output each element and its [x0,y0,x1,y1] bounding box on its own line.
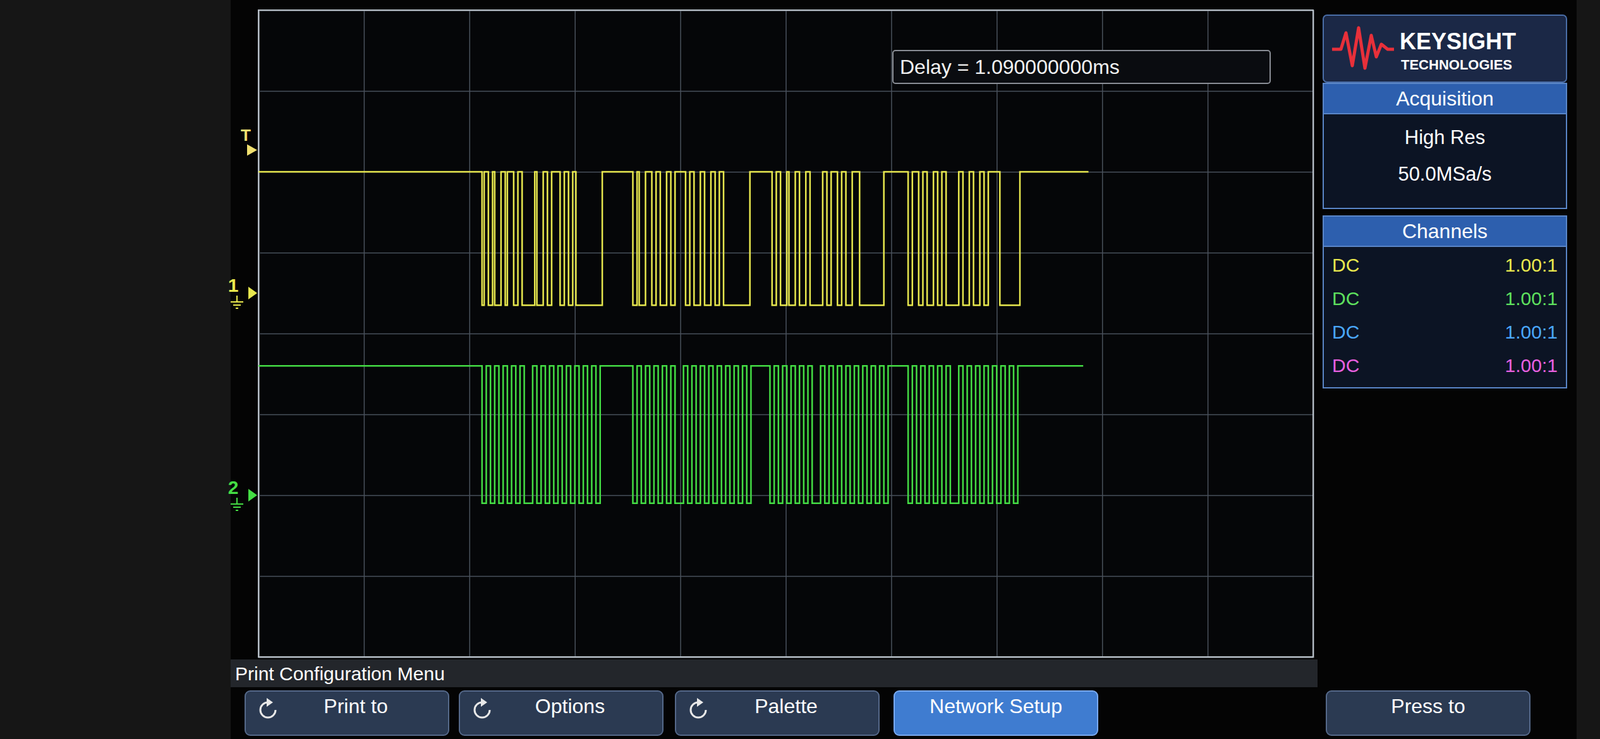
logo-box [1323,15,1567,83]
acquisition-header [1323,83,1567,114]
channel-probe: 1.00:1 [1505,321,1558,343]
channels-box [1323,246,1567,388]
softkey-label: Press to [1390,695,1465,718]
softkey-label: Print to [323,695,388,718]
channel-marker: 1 [228,274,258,309]
channel-label: 1 [228,274,239,296]
softkey [894,691,1098,736]
channel-probe: 1.00:1 [1505,254,1558,276]
brand: KEYSIGHT [1399,28,1516,55]
softkey-icon-head [480,698,488,708]
y-tick [258,414,1314,416]
y-grid-line [258,333,1314,335]
channel-coupling: DC [1332,321,1360,343]
plot-frame [258,10,1314,658]
softkey-label: Palette [754,695,818,718]
y-tick [258,252,1314,254]
y-tick [258,90,1314,92]
x-axis [259,10,1314,658]
softkey-label: Network Setup [929,695,1063,718]
y-tick [258,495,1314,497]
y-axis-line [259,10,1314,658]
side-panel: KEYSIGHTTECHNOLOGIES Acquisition High Res 5… [1323,15,1567,388]
trace-1 [258,171,1089,306]
ground-arrow [248,489,258,502]
traces [258,171,1089,504]
softkey [245,691,449,736]
softkey-icon-head [266,698,273,708]
channels-title: Channels [1402,219,1488,243]
y-tick [258,576,1314,577]
delay-text: Delay = 1.090000000ms [899,55,1120,79]
x-axis-line [259,10,1314,658]
delay-box: Delay = 1.090000000ms [892,50,1271,84]
channel-probe: 1.00:1 [1505,355,1558,376]
softkey [459,691,663,736]
bezel [0,0,1600,739]
oscilloscope-photo: 1 2 T Delay = 1.090000000ms KEYSIGHTTECHNOLO… [0,0,1600,739]
delay-box-frame [892,50,1271,84]
menu-title: Print Configuration Menu [235,663,445,685]
y-tick [258,333,1314,335]
plot-area [258,10,1314,658]
trigger-label: T [240,125,251,145]
ground-symbol [230,295,244,309]
softkey-icon-head [696,698,704,708]
softkey [675,691,879,736]
menu-title-bar [230,659,1318,688]
channel-coupling: DC [1332,254,1360,276]
y-grid-line [258,414,1314,416]
acquisition-line: 50.0MSa/s [1397,163,1492,186]
brand-sub: TECHNOLOGIES [1400,56,1513,73]
acquisition-box [1323,113,1567,209]
channel-coupling: DC [1332,288,1360,310]
channels-header [1323,216,1567,247]
ground-symbol [230,497,244,511]
logo-wave [1332,27,1394,69]
trace-2 [258,365,1084,504]
ground-arrow [248,286,258,300]
softkey [1326,691,1530,736]
trigger-marker: T [240,125,258,156]
softkey-menu: Print Configuration Menu Print to Options P… [230,659,1530,736]
channel-marker: 2 [228,477,258,511]
y-grid-line [258,252,1314,255]
channel-probe: 1.00:1 [1505,288,1558,310]
channel-label: 2 [228,477,239,498]
y-grid-line [258,576,1314,578]
screen [230,0,1577,739]
channel-coupling: DC [1332,355,1360,376]
acquisition-title: Acquisition [1395,87,1494,110]
softkey-label: Options [535,695,605,718]
y-grid-line [258,495,1314,497]
y-axis [258,10,1314,658]
trigger-arrow [247,144,258,156]
acquisition-line: High Res [1404,126,1486,149]
y-grid-line [258,90,1314,93]
